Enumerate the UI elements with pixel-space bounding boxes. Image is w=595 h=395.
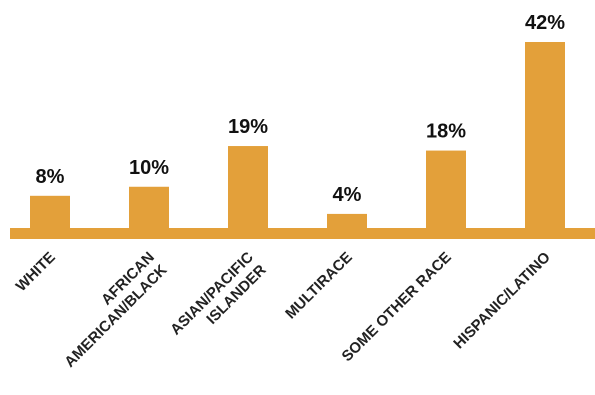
category-label-3-line-0: MULTIRACE xyxy=(282,249,356,323)
category-label-4: SOME OTHER RACE xyxy=(338,249,454,365)
value-label-5: 42% xyxy=(525,12,565,34)
value-label-4: 18% xyxy=(426,121,466,143)
category-label-5-line-0: HISPANIC/LATINO xyxy=(450,249,554,353)
category-label-1: AFRICANAMERICAN/BLACK xyxy=(49,249,171,371)
svg-text:AFRICANAMERICAN/BLACK: AFRICANAMERICAN/BLACK xyxy=(49,249,171,371)
bar-2 xyxy=(228,146,268,232)
category-label-4-line-0: SOME OTHER RACE xyxy=(338,249,454,365)
value-label-1: 10% xyxy=(129,157,169,179)
svg-text:ASIAN/PACIFICISLANDER: ASIAN/PACIFICISLANDER xyxy=(167,249,269,351)
value-label-3: 4% xyxy=(333,184,362,206)
category-labels-group: WHITE AFRICANAMERICAN/BLACKASIAN/PACIFICI… xyxy=(13,249,554,371)
category-label-0: WHITE xyxy=(13,249,59,295)
bar-5 xyxy=(525,42,565,232)
bar-3 xyxy=(327,213,367,232)
svg-text:HISPANIC/LATINO: HISPANIC/LATINO xyxy=(450,249,554,353)
value-label-0: 8% xyxy=(36,166,65,188)
baseline xyxy=(10,228,595,239)
svg-text:MULTIRACE: MULTIRACE xyxy=(282,249,356,323)
category-label-0-line-0: WHITE xyxy=(13,249,59,295)
bars-group xyxy=(30,42,565,232)
bar-4 xyxy=(426,150,466,232)
svg-text:WHITE: WHITE xyxy=(13,249,59,295)
value-labels-group: 8% 10% 19% 4% 18% 42% xyxy=(36,12,566,206)
category-label-2: ASIAN/PACIFICISLANDER xyxy=(167,249,269,351)
category-label-3: MULTIRACE xyxy=(282,249,356,323)
category-label-5: HISPANIC/LATINO xyxy=(450,249,554,353)
value-label-2: 19% xyxy=(228,116,268,138)
bar-1 xyxy=(129,186,169,232)
svg-text:SOME OTHER RACE: SOME OTHER RACE xyxy=(338,249,454,365)
bar-0 xyxy=(30,195,70,232)
